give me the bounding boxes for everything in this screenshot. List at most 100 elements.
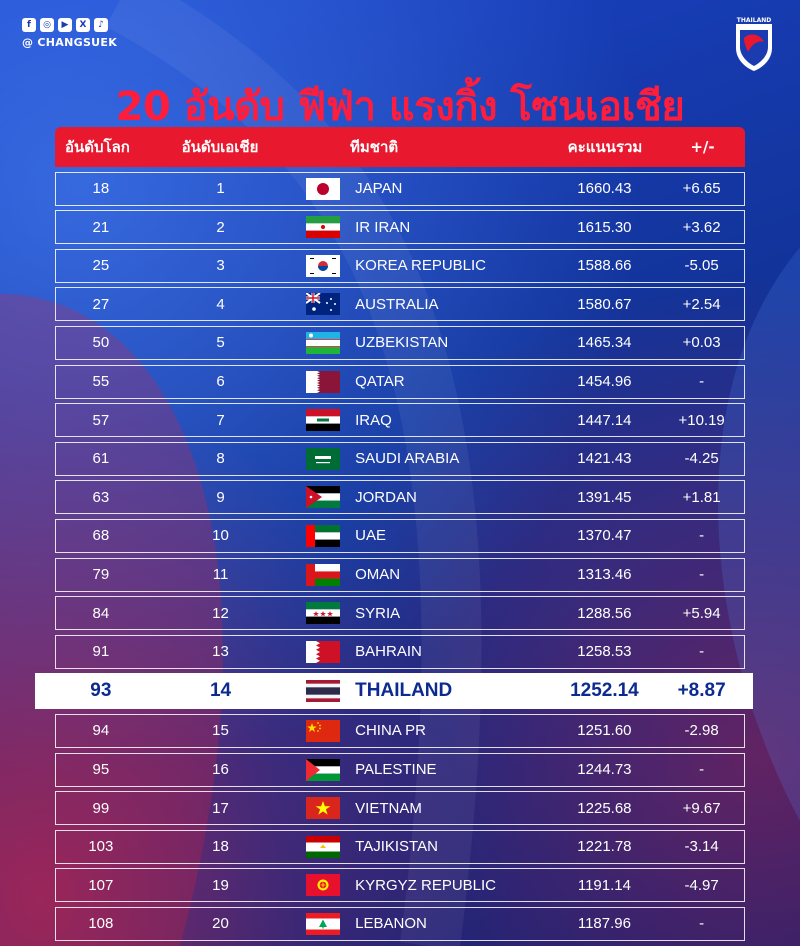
asia-rank-cell: 10: [212, 527, 229, 545]
table-row: 108 20 LEBANON 1187.96 -: [55, 906, 745, 941]
asia-rank-cell: 15: [212, 722, 229, 740]
flag-cell: [295, 177, 350, 200]
flag-cell: [295, 370, 350, 393]
asia-rank-cell: 19: [212, 876, 229, 894]
world-rank-cell: 79: [92, 566, 110, 584]
world-rank-cell: 84: [92, 604, 110, 622]
points-cell: 1225.68: [577, 799, 632, 817]
diff-cell: -4.25: [684, 450, 719, 468]
points-cell: 1615.30: [577, 218, 632, 236]
diff-cell: +0.03: [682, 334, 721, 352]
table-row: 68 10 UAE 1370.47 -: [55, 518, 745, 553]
team-name-cell: VIETNAM: [355, 799, 422, 817]
facebook-icon[interactable]: f: [22, 18, 36, 32]
world-rank-cell: 108: [88, 915, 114, 933]
team-name-cell: CHINA PR: [355, 722, 426, 740]
world-rank-cell: 55: [92, 373, 110, 391]
thailand-crest-icon: THAILAND: [736, 17, 772, 71]
flag-cell: [295, 640, 350, 663]
diff-cell: -: [699, 527, 705, 545]
asia-rank-cell: 17: [212, 799, 229, 817]
ranking-table: อันดับโลก อันดับเอเชีย ทีมชาติ คะแนนรวม …: [35, 127, 753, 941]
world-rank-cell: 103: [88, 838, 114, 856]
youtube-icon[interactable]: ▶: [58, 18, 72, 32]
table-row: 21 2 IR IRAN 1615.30 +3.62: [55, 210, 745, 245]
flag-cell: [295, 293, 350, 316]
palestine-flag-icon: [305, 758, 340, 781]
header-asia-rank: อันดับเอเชีย: [181, 138, 259, 156]
saudi-flag-icon: [305, 447, 340, 470]
jordan-flag-icon: [305, 486, 340, 509]
diff-cell: +1.81: [682, 488, 721, 506]
australia-flag-icon: [305, 293, 340, 316]
asia-rank-cell: 2: [216, 218, 225, 236]
asia-rank-cell: 16: [212, 761, 229, 778]
diff-cell: +8.87: [677, 680, 726, 702]
table-row: 63 9 JORDAN 1391.45 +1.81: [55, 480, 745, 515]
points-cell: 1370.47: [577, 527, 632, 545]
points-cell: 1187.96: [577, 915, 631, 933]
team-name-cell: UZBEKISTAN: [355, 334, 449, 352]
bahrain-flag-icon: [305, 640, 340, 663]
header-team: ทีมชาติ: [350, 138, 399, 156]
world-rank-cell: 50: [92, 334, 110, 352]
world-rank-cell: 107: [88, 876, 114, 894]
flag-cell: [295, 874, 350, 897]
page-title: 20 อันดับ ฟีฟ่า แรงกิ้ง โซนเอเชีย: [115, 84, 685, 130]
world-rank-cell: 93: [90, 680, 112, 702]
table-row: 84 12 SYRIA 1288.56 +5.94: [55, 596, 745, 631]
asia-rank-cell: 7: [216, 411, 225, 429]
asia-rank-cell: 6: [216, 373, 225, 391]
flag-cell: [295, 835, 350, 858]
iran-flag-icon: [305, 216, 340, 239]
table-row: 18 1 JAPAN 1660.43 +6.65: [55, 171, 745, 206]
team-name-cell: THAILAND: [355, 680, 453, 702]
table-row: 50 5 UZBEKISTAN 1465.34 +0.03: [55, 325, 745, 360]
table-row: 61 8 SAUDI ARABIA 1421.43 -4.25: [55, 441, 745, 476]
instagram-icon[interactable]: ◎: [40, 18, 54, 32]
flag-cell: [295, 254, 350, 277]
syria-flag-icon: [305, 602, 340, 625]
x-icon[interactable]: X: [76, 18, 90, 32]
flag-cell: [295, 331, 350, 354]
team-name-cell: KYRGYZ REPUBLIC: [355, 876, 497, 894]
team-name-cell: SAUDI ARABIA: [355, 450, 460, 468]
diff-cell: +10.19: [678, 411, 725, 429]
iraq-flag-icon: [305, 409, 340, 432]
flag-cell: [295, 797, 350, 820]
flag-cell: [295, 486, 350, 509]
flag-cell: [295, 409, 350, 432]
flag-cell: [295, 912, 350, 935]
diff-cell: -2.98: [684, 722, 719, 740]
diff-cell: -: [699, 643, 705, 661]
diff-cell: -: [699, 761, 705, 778]
world-rank-cell: 95: [92, 761, 110, 778]
table-header: อันดับโลก อันดับเอเชีย ทีมชาติ คะแนนรวม …: [55, 127, 745, 167]
points-cell: 1221.78: [577, 838, 632, 856]
table-row: 79 11 OMAN 1313.46 -: [55, 557, 745, 592]
world-rank-cell: 99: [92, 799, 110, 817]
points-cell: 1191.14: [577, 876, 631, 894]
team-name-cell: TAJIKISTAN: [355, 838, 438, 856]
flag-cell: [295, 447, 350, 470]
tiktok-icon[interactable]: ♪: [94, 18, 108, 32]
header-points: คะแนนรวม: [567, 138, 643, 156]
diff-cell: -: [699, 915, 705, 933]
team-name-cell: LEBANON: [355, 915, 427, 933]
asia-rank-cell: 14: [209, 680, 232, 702]
asia-rank-cell: 20: [212, 915, 229, 933]
table-row: 55 6 QATAR 1454.96 -: [55, 364, 745, 399]
flag-cell: [295, 719, 350, 742]
flag-cell: [295, 758, 350, 781]
diff-cell: +3.62: [682, 218, 721, 236]
header-world-rank: อันดับโลก: [65, 138, 130, 156]
points-cell: 1244.73: [577, 761, 632, 778]
brand-bar: f ◎ ▶ X ♪ @ CHANGSUEK: [22, 18, 117, 49]
diff-cell: -5.05: [684, 257, 719, 275]
points-cell: 1288.56: [577, 604, 632, 622]
qatar-flag-icon: [305, 370, 340, 393]
points-cell: 1391.45: [577, 488, 632, 506]
diff-cell: -: [699, 566, 705, 584]
points-cell: 1251.60: [577, 722, 632, 740]
diff-cell: +5.94: [682, 604, 721, 622]
